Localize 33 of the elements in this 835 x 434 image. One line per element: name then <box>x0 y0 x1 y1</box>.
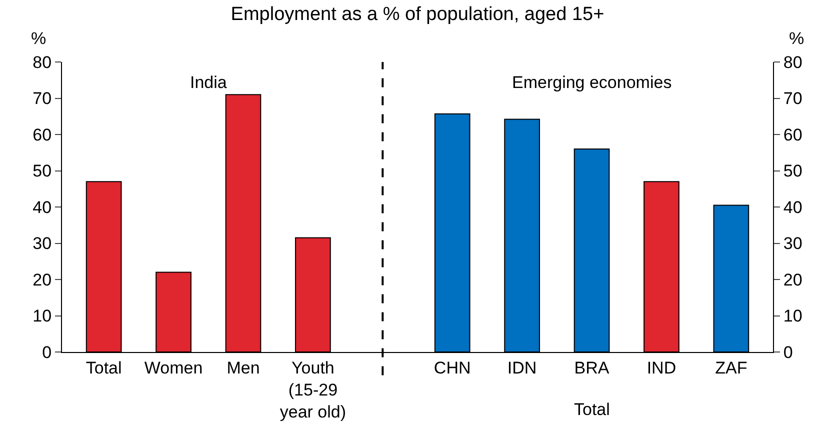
x-tick-label: Youth (15-29 year old) <box>280 358 346 422</box>
x-tick-label: Women <box>144 358 203 378</box>
annotation: Emerging economies <box>512 73 672 92</box>
x-tick-label: IDN <box>507 358 537 378</box>
y2-tick-label: 80 <box>783 52 802 72</box>
y-tick-label: 0 <box>42 342 52 362</box>
y2-tick-label: 0 <box>783 342 793 362</box>
x-tick-label: Total <box>86 358 122 378</box>
y-axis-title: % <box>31 29 46 48</box>
y-tick-label: 20 <box>32 270 52 290</box>
y2-tick-label: 70 <box>783 89 802 108</box>
y-tick-label: 70 <box>32 89 52 108</box>
x-tick-label: ZAF <box>715 358 748 378</box>
annotation: India <box>190 73 228 92</box>
y2-axis-title: % <box>789 29 804 48</box>
y-tick-label: 30 <box>32 234 52 254</box>
chart-title: Employment as a % of population, aged 15+ <box>230 4 604 25</box>
y2-tick-label: 60 <box>783 125 802 144</box>
x-tick-label: BRA <box>574 358 610 378</box>
y-tick-label: 60 <box>32 125 52 144</box>
y-tick-label: 80 <box>32 52 52 72</box>
y2-tick-label: 20 <box>783 270 802 290</box>
x-tick-label: Men <box>226 358 260 378</box>
x-tick-label: CHN <box>434 358 471 378</box>
x-tick-label: IND <box>646 358 676 378</box>
y2-tick-label: 30 <box>783 234 802 254</box>
y-tick-label: 10 <box>32 306 52 326</box>
y2-tick-label: 40 <box>783 198 802 217</box>
y2-tick-label: 10 <box>783 306 802 326</box>
text: Total <box>574 400 610 419</box>
y-tick-label: 40 <box>32 198 52 217</box>
y-tick-label: 50 <box>32 162 52 181</box>
y2-tick-label: 50 <box>783 162 802 181</box>
